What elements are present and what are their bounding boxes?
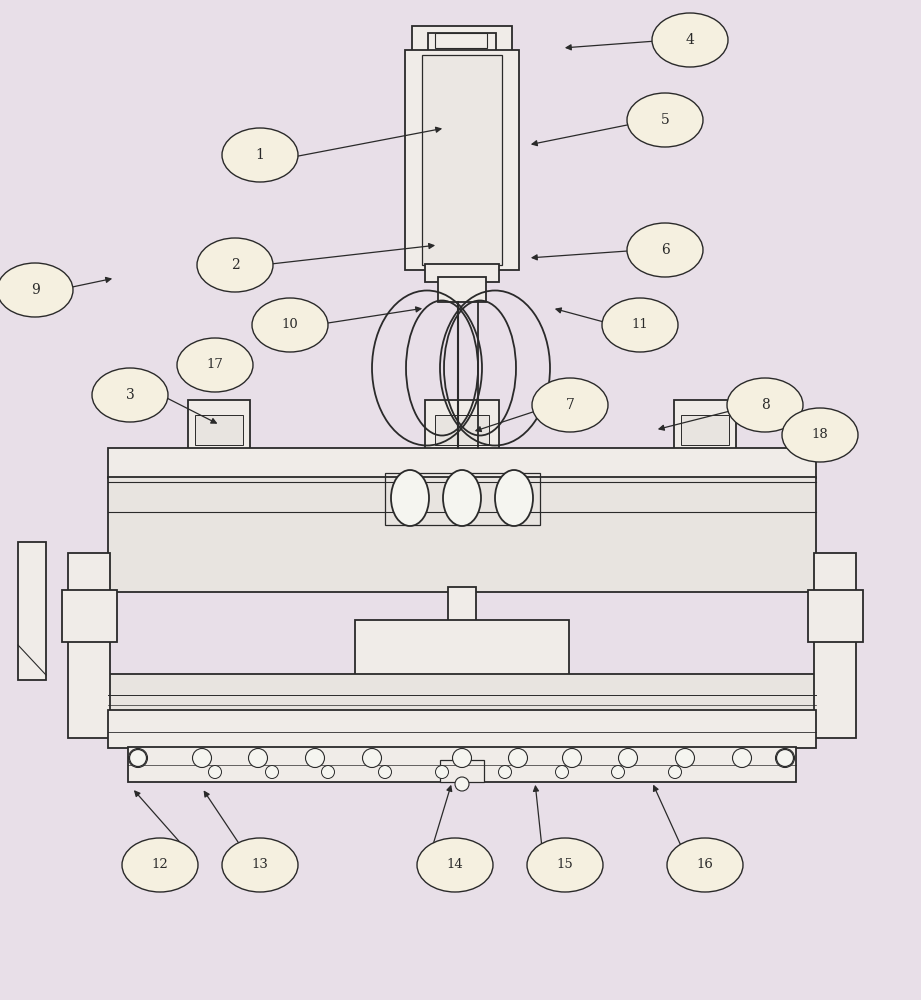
Bar [440, 760, 484, 782]
Text: 4: 4 [685, 33, 694, 47]
Bar [435, 33, 487, 48]
Text: 8: 8 [761, 398, 769, 412]
Bar [435, 415, 489, 445]
Bar [108, 674, 816, 712]
Ellipse shape [417, 838, 493, 892]
Text: 11: 11 [632, 318, 648, 332]
Ellipse shape [177, 338, 253, 392]
Circle shape [776, 750, 794, 766]
Text: 1: 1 [255, 148, 264, 162]
Circle shape [321, 766, 334, 778]
Circle shape [249, 748, 267, 768]
Bar [808, 590, 863, 642]
Ellipse shape [252, 298, 328, 352]
Bar [68, 553, 110, 738]
Ellipse shape [443, 470, 481, 526]
Bar [128, 747, 796, 782]
Ellipse shape [527, 838, 603, 892]
Bar [438, 277, 486, 302]
Text: 18: 18 [811, 428, 828, 442]
Ellipse shape [602, 298, 678, 352]
Circle shape [555, 766, 568, 778]
Ellipse shape [627, 93, 703, 147]
Bar [412, 26, 512, 68]
Circle shape [775, 748, 795, 768]
Ellipse shape [532, 378, 608, 432]
Bar [425, 400, 499, 452]
Text: 9: 9 [30, 283, 40, 297]
Ellipse shape [222, 838, 298, 892]
Circle shape [379, 766, 391, 778]
Bar [108, 477, 816, 592]
Ellipse shape [652, 13, 728, 67]
Circle shape [208, 766, 221, 778]
Circle shape [192, 748, 212, 768]
Bar [108, 710, 816, 748]
Bar [422, 55, 502, 265]
Ellipse shape [222, 128, 298, 182]
Circle shape [612, 766, 624, 778]
Ellipse shape [495, 470, 533, 526]
Text: 10: 10 [282, 318, 298, 332]
Ellipse shape [627, 223, 703, 277]
Bar [62, 590, 117, 642]
Ellipse shape [727, 378, 803, 432]
Bar [428, 33, 496, 85]
Text: 5: 5 [660, 113, 670, 127]
Circle shape [363, 748, 381, 768]
Text: 14: 14 [447, 858, 463, 871]
Bar [448, 587, 476, 622]
Circle shape [508, 748, 528, 768]
Bar [108, 448, 816, 478]
Bar [195, 415, 243, 445]
Text: 7: 7 [565, 398, 575, 412]
Text: 16: 16 [696, 858, 714, 871]
Circle shape [563, 748, 581, 768]
Ellipse shape [391, 470, 429, 526]
Circle shape [129, 748, 147, 768]
Circle shape [498, 766, 511, 778]
Circle shape [130, 750, 146, 766]
Ellipse shape [197, 238, 273, 292]
Circle shape [619, 748, 637, 768]
Circle shape [306, 748, 324, 768]
Circle shape [265, 766, 278, 778]
Bar [425, 264, 499, 282]
Bar [385, 473, 540, 525]
Circle shape [452, 748, 472, 768]
Text: 15: 15 [556, 858, 574, 871]
Bar [681, 415, 729, 445]
Circle shape [732, 748, 752, 768]
Bar [188, 400, 250, 452]
Bar [405, 50, 519, 270]
Ellipse shape [782, 408, 858, 462]
Bar [814, 553, 856, 738]
Text: 13: 13 [251, 858, 268, 871]
Text: 3: 3 [125, 388, 134, 402]
Bar [355, 620, 569, 675]
Ellipse shape [0, 263, 73, 317]
Ellipse shape [92, 368, 168, 422]
Text: 12: 12 [152, 858, 169, 871]
Ellipse shape [122, 838, 198, 892]
Circle shape [436, 766, 449, 778]
Bar [18, 542, 46, 680]
Circle shape [675, 748, 694, 768]
Text: 6: 6 [660, 243, 670, 257]
Text: 2: 2 [230, 258, 239, 272]
Text: 17: 17 [206, 359, 224, 371]
Bar [674, 400, 736, 452]
Circle shape [669, 766, 682, 778]
Ellipse shape [667, 838, 743, 892]
Circle shape [455, 777, 469, 791]
